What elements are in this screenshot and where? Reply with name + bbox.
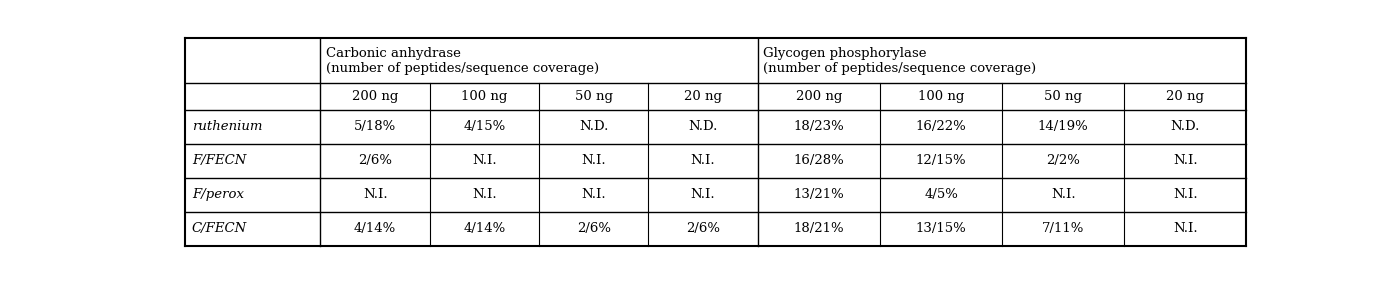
Text: N.I.: N.I. [1173,155,1197,167]
Text: 2/2%: 2/2% [1046,155,1080,167]
Text: 18/23%: 18/23% [793,121,844,133]
Text: 16/22%: 16/22% [915,121,967,133]
Text: N.D.: N.D. [689,121,718,133]
Text: N.I.: N.I. [581,155,606,167]
Text: 50 ng: 50 ng [1044,90,1083,103]
Text: N.I.: N.I. [472,155,497,167]
Text: 7/11%: 7/11% [1042,222,1084,235]
Text: Glycogen phosphorylase
(number of peptides/sequence coverage): Glycogen phosphorylase (number of peptid… [763,47,1037,75]
Text: 12/15%: 12/15% [915,155,967,167]
Text: F/perox: F/perox [191,188,244,201]
Text: N.D.: N.D. [1171,121,1200,133]
Text: 2/6%: 2/6% [358,155,393,167]
Text: 4/14%: 4/14% [464,222,506,235]
Text: N.D.: N.D. [580,121,609,133]
Text: N.I.: N.I. [581,188,606,201]
Text: 18/21%: 18/21% [793,222,844,235]
Text: 100 ng: 100 ng [461,90,507,103]
Text: N.I.: N.I. [690,155,715,167]
Text: 16/28%: 16/28% [793,155,844,167]
Text: 14/19%: 14/19% [1038,121,1088,133]
Text: N.I.: N.I. [472,188,497,201]
Text: 50 ng: 50 ng [574,90,613,103]
Text: 5/18%: 5/18% [353,121,397,133]
Text: N.I.: N.I. [363,188,387,201]
Text: 20 ng: 20 ng [1166,90,1204,103]
Text: 4/15%: 4/15% [464,121,506,133]
Text: 13/21%: 13/21% [793,188,844,201]
Text: 100 ng: 100 ng [918,90,964,103]
Text: 13/15%: 13/15% [915,222,967,235]
Text: F/FECN: F/FECN [191,155,246,167]
Text: 4/14%: 4/14% [353,222,397,235]
Text: 2/6%: 2/6% [686,222,719,235]
Text: N.I.: N.I. [1051,188,1076,201]
Text: 4/5%: 4/5% [923,188,958,201]
Text: N.I.: N.I. [1173,222,1197,235]
Text: ruthenium: ruthenium [191,121,263,133]
Text: Carbonic anhydrase
(number of peptides/sequence coverage): Carbonic anhydrase (number of peptides/s… [326,47,599,75]
Text: 200 ng: 200 ng [352,90,398,103]
Text: 20 ng: 20 ng [685,90,722,103]
Text: N.I.: N.I. [1173,188,1197,201]
Text: C/FECN: C/FECN [191,222,247,235]
Text: 2/6%: 2/6% [577,222,610,235]
Text: N.I.: N.I. [690,188,715,201]
Text: 200 ng: 200 ng [796,90,842,103]
